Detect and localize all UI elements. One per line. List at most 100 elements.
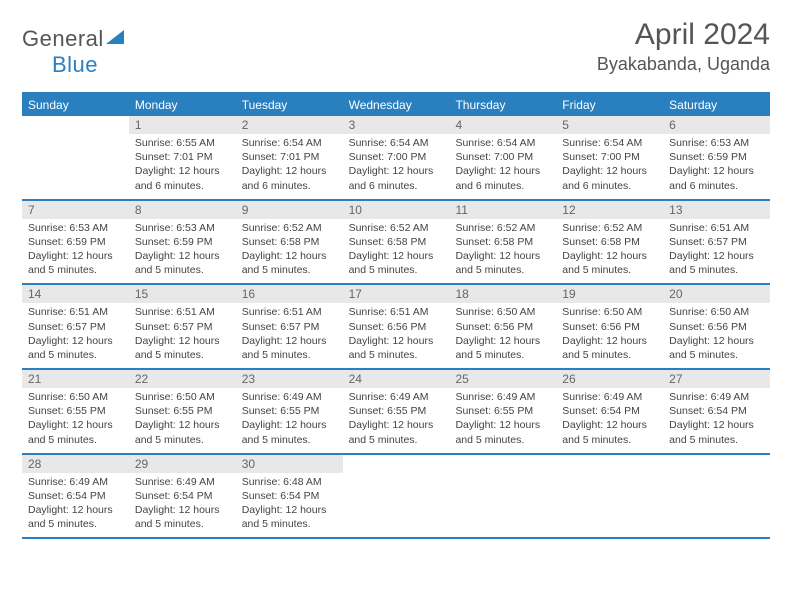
sunrise-text: Sunrise: 6:53 AM [135,221,230,235]
sunset-text: Sunset: 6:59 PM [669,150,764,164]
day-cell: 26Sunrise: 6:49 AMSunset: 6:54 PMDayligh… [556,370,663,453]
day-number: 30 [236,455,343,473]
day-number: 17 [343,285,450,303]
day-number: 16 [236,285,343,303]
sunset-text: Sunset: 6:54 PM [28,489,123,503]
day-body: Sunrise: 6:53 AMSunset: 6:59 PMDaylight:… [129,219,236,284]
sunset-text: Sunset: 6:59 PM [28,235,123,249]
sunrise-text: Sunrise: 6:49 AM [349,390,444,404]
day-body: Sunrise: 6:49 AMSunset: 6:55 PMDaylight:… [236,388,343,453]
day-cell: 15Sunrise: 6:51 AMSunset: 6:57 PMDayligh… [129,285,236,368]
daylight-text: Daylight: 12 hours and 6 minutes. [562,164,657,192]
header: General Blue April 2024 Byakabanda, Ugan… [22,18,770,78]
day-number [556,455,663,473]
day-cell: 21Sunrise: 6:50 AMSunset: 6:55 PMDayligh… [22,370,129,453]
day-number: 18 [449,285,556,303]
day-cell [22,116,129,199]
sunset-text: Sunset: 6:55 PM [349,404,444,418]
day-cell: 10Sunrise: 6:52 AMSunset: 6:58 PMDayligh… [343,201,450,284]
day-number: 4 [449,116,556,134]
daylight-text: Daylight: 12 hours and 6 minutes. [242,164,337,192]
day-number: 11 [449,201,556,219]
day-body: Sunrise: 6:51 AMSunset: 6:57 PMDaylight:… [236,303,343,368]
day-body: Sunrise: 6:48 AMSunset: 6:54 PMDaylight:… [236,473,343,538]
day-number: 27 [663,370,770,388]
sunset-text: Sunset: 6:56 PM [349,320,444,334]
sunrise-text: Sunrise: 6:54 AM [455,136,550,150]
day-body: Sunrise: 6:51 AMSunset: 6:56 PMDaylight:… [343,303,450,368]
sunrise-text: Sunrise: 6:49 AM [135,475,230,489]
day-body: Sunrise: 6:50 AMSunset: 6:56 PMDaylight:… [663,303,770,368]
day-cell: 5Sunrise: 6:54 AMSunset: 7:00 PMDaylight… [556,116,663,199]
daylight-text: Daylight: 12 hours and 5 minutes. [669,418,764,446]
day-cell: 3Sunrise: 6:54 AMSunset: 7:00 PMDaylight… [343,116,450,199]
day-cell: 11Sunrise: 6:52 AMSunset: 6:58 PMDayligh… [449,201,556,284]
day-number: 10 [343,201,450,219]
month-title: April 2024 [597,18,770,52]
day-body: Sunrise: 6:50 AMSunset: 6:55 PMDaylight:… [129,388,236,453]
day-number [22,116,129,134]
location: Byakabanda, Uganda [597,54,770,75]
daylight-text: Daylight: 12 hours and 5 minutes. [349,418,444,446]
daylight-text: Daylight: 12 hours and 5 minutes. [455,334,550,362]
day-number: 23 [236,370,343,388]
day-body: Sunrise: 6:49 AMSunset: 6:54 PMDaylight:… [129,473,236,538]
sunrise-text: Sunrise: 6:55 AM [135,136,230,150]
dow-saturday: Saturday [663,94,770,116]
day-number [449,455,556,473]
day-number: 15 [129,285,236,303]
weeks-container: 1Sunrise: 6:55 AMSunset: 7:01 PMDaylight… [22,116,770,539]
day-cell: 27 Sunrise: 6:49 AMSunset: 6:54 PMDayligh… [663,370,770,453]
dow-monday: Monday [129,94,236,116]
sunset-text: Sunset: 6:58 PM [455,235,550,249]
logo-blue: Blue [52,52,98,77]
daylight-text: Daylight: 12 hours and 5 minutes. [349,334,444,362]
day-body: Sunrise: 6:49 AMSunset: 6:54 PMDaylight:… [556,388,663,453]
sunrise-text: Sunrise: 6:50 AM [455,305,550,319]
sunrise-text: Sunrise: 6:50 AM [135,390,230,404]
sunset-text: Sunset: 6:56 PM [669,320,764,334]
day-body: Sunrise: 6:52 AMSunset: 6:58 PMDaylight:… [343,219,450,284]
week-row: 14Sunrise: 6:51 AMSunset: 6:57 PMDayligh… [22,285,770,370]
day-body: Sunrise: 6:54 AMSunset: 7:01 PMDaylight:… [236,134,343,199]
day-cell: 7Sunrise: 6:53 AMSunset: 6:59 PMDaylight… [22,201,129,284]
sunrise-text: Sunrise: 6:51 AM [28,305,123,319]
day-number: 13 [663,201,770,219]
logo-general: General [22,26,104,51]
day-body: Sunrise: 6:49 AMSunset: 6:55 PMDaylight:… [449,388,556,453]
day-number: 14 [22,285,129,303]
sunset-text: Sunset: 6:56 PM [562,320,657,334]
day-body: Sunrise: 6:52 AMSunset: 6:58 PMDaylight:… [236,219,343,284]
day-cell: 13Sunrise: 6:51 AMSunset: 6:57 PMDayligh… [663,201,770,284]
dow-tuesday: Tuesday [236,94,343,116]
sunrise-text: Sunrise: 6:49 AM [669,390,764,404]
week-row: 28Sunrise: 6:49 AMSunset: 6:54 PMDayligh… [22,455,770,540]
day-cell: 12Sunrise: 6:52 AMSunset: 6:58 PMDayligh… [556,201,663,284]
day-body [449,473,556,538]
dow-sunday: Sunday [22,94,129,116]
sunset-text: Sunset: 6:54 PM [669,404,764,418]
day-cell [343,455,450,538]
day-cell: 29Sunrise: 6:49 AMSunset: 6:54 PMDayligh… [129,455,236,538]
day-cell: 28 Sunrise: 6:49 AMSunset: 6:54 PMDayligh… [22,455,129,538]
day-cell: 14Sunrise: 6:51 AMSunset: 6:57 PMDayligh… [22,285,129,368]
daylight-text: Daylight: 12 hours and 5 minutes. [28,503,123,531]
sunset-text: Sunset: 7:01 PM [242,150,337,164]
day-cell [663,455,770,538]
daylight-text: Daylight: 12 hours and 5 minutes. [135,503,230,531]
daylight-text: Daylight: 12 hours and 5 minutes. [242,503,337,531]
daylight-text: Daylight: 12 hours and 5 minutes. [28,249,123,277]
sunrise-text: Sunrise: 6:50 AM [28,390,123,404]
day-number: 28 [22,455,129,473]
dow-friday: Friday [556,94,663,116]
sunset-text: Sunset: 7:00 PM [349,150,444,164]
sunset-text: Sunset: 6:57 PM [242,320,337,334]
daylight-text: Daylight: 12 hours and 5 minutes. [28,334,123,362]
day-cell [449,455,556,538]
sunrise-text: Sunrise: 6:50 AM [562,305,657,319]
sunset-text: Sunset: 7:01 PM [135,150,230,164]
sunrise-text: Sunrise: 6:49 AM [28,475,123,489]
day-number: 25 [449,370,556,388]
day-number: 12 [556,201,663,219]
day-body [556,473,663,538]
